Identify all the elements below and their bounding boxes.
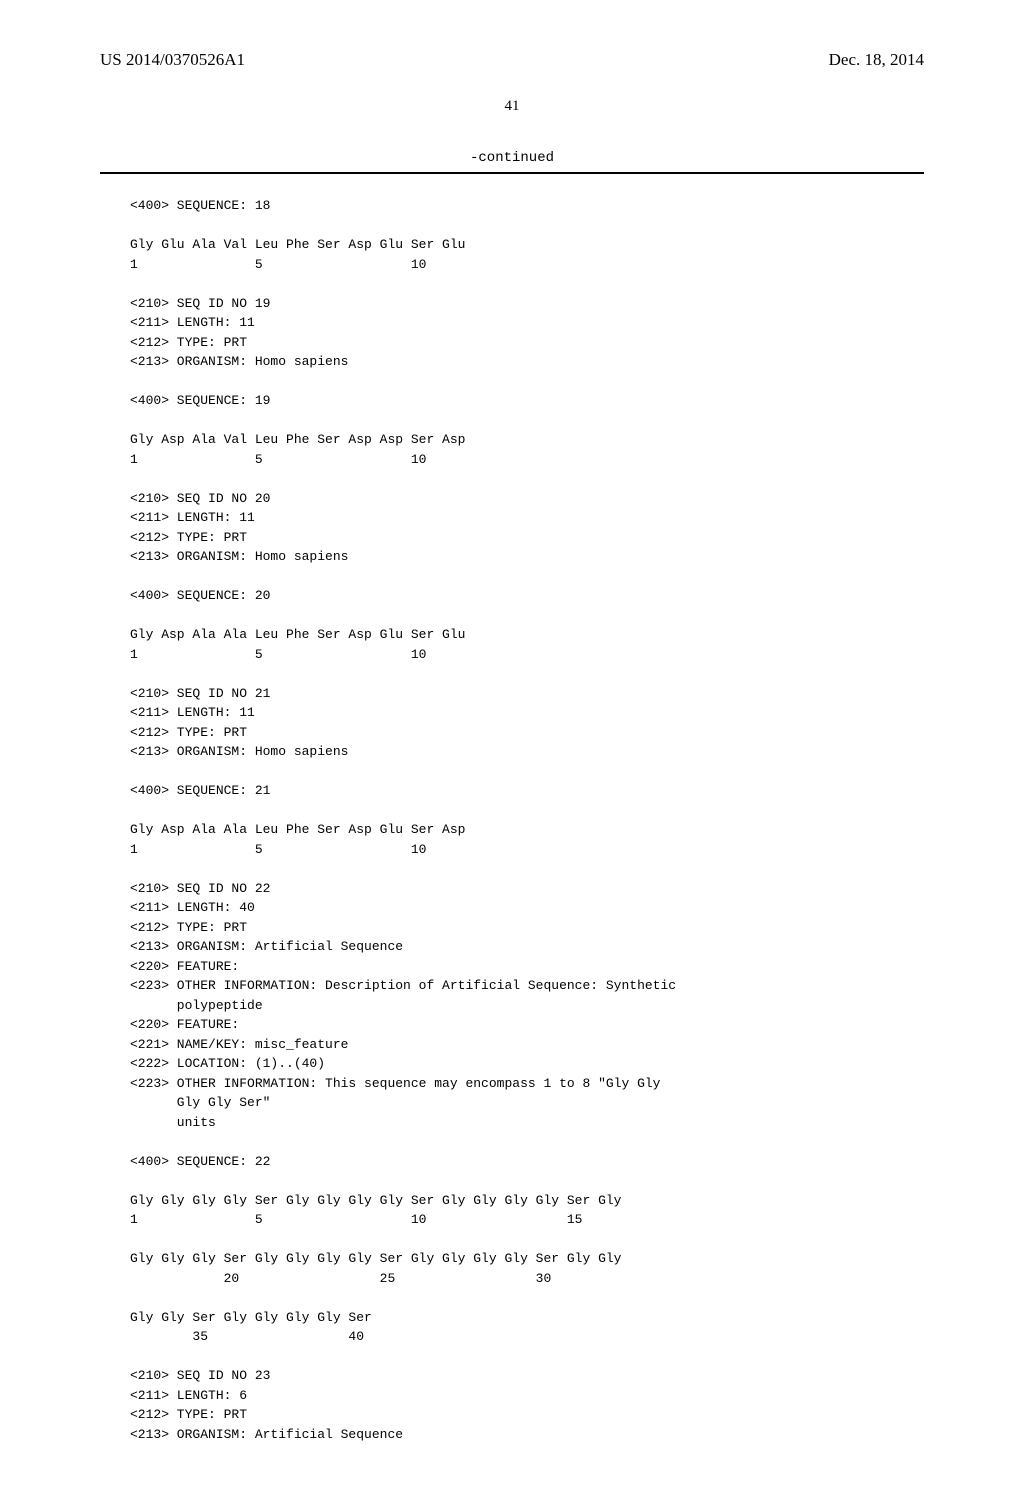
page-number: 41 xyxy=(100,98,924,115)
sequence-listing: <400> SEQUENCE: 18 Gly Glu Ala Val Leu P… xyxy=(100,196,924,1444)
continued-label: -continued xyxy=(100,150,924,166)
publication-number: US 2014/0370526A1 xyxy=(100,50,245,70)
publication-date: Dec. 18, 2014 xyxy=(829,50,924,70)
patent-page: US 2014/0370526A1 Dec. 18, 2014 41 -cont… xyxy=(0,0,1024,1494)
separator-rule xyxy=(100,172,924,174)
page-header: US 2014/0370526A1 Dec. 18, 2014 xyxy=(100,50,924,70)
